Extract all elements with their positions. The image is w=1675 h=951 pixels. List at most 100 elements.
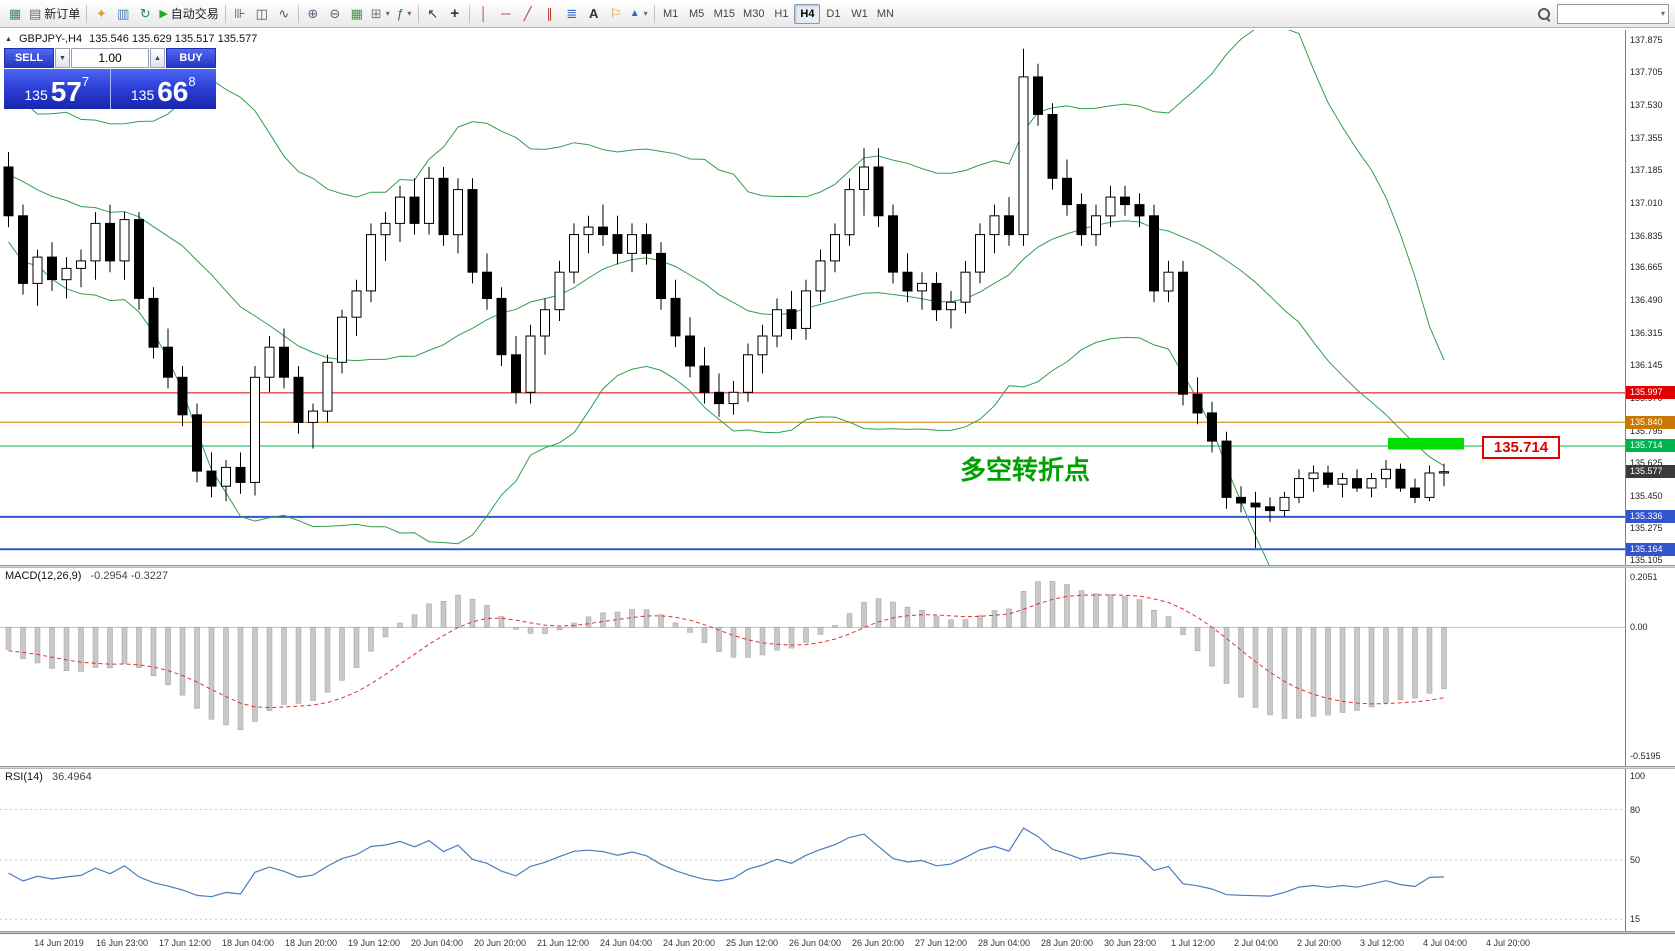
macd-bar xyxy=(34,627,41,664)
zoom-in-button[interactable]: ⊕ xyxy=(302,3,324,25)
autotrade-button[interactable]: ▶ 自动交易 xyxy=(156,3,221,25)
profiles-button[interactable]: ⊞ ▾ xyxy=(368,3,393,25)
macd-axis-label: 0.2051 xyxy=(1630,572,1658,582)
timeframe-m15[interactable]: M15 xyxy=(713,7,736,20)
market-button[interactable]: ▥ xyxy=(112,3,134,25)
macd-panel[interactable] xyxy=(0,568,1625,766)
main-chart-panel[interactable] xyxy=(0,24,1625,635)
candle-body xyxy=(1004,215,1014,236)
timeframe-m30[interactable]: M30 xyxy=(743,7,765,20)
price-axis-label: 135.275 xyxy=(1630,523,1663,533)
time-axis-label: 2 Jul 20:00 xyxy=(1296,938,1342,948)
candle-body xyxy=(1236,496,1246,504)
panel-resize-handle[interactable] xyxy=(0,766,1675,769)
timeframe-m5[interactable]: M5 xyxy=(689,7,705,20)
volume-down-button[interactable]: ▼ xyxy=(55,48,70,68)
candle-chart-button[interactable]: ◫ xyxy=(251,3,273,25)
candle-body xyxy=(32,256,43,284)
news-button[interactable]: ✦ xyxy=(90,3,112,25)
chart-annotation[interactable]: 多空转折点 xyxy=(960,456,1091,486)
tile-windows-button[interactable]: ▦ xyxy=(346,3,368,25)
buy-price-button[interactable]: 135 66 8 xyxy=(110,69,216,109)
panel-resize-handle[interactable] xyxy=(0,931,1675,933)
macd-bar xyxy=(382,627,389,638)
symbol-search-input[interactable] xyxy=(1556,3,1669,24)
price-axis-label: 135.795 xyxy=(1630,426,1663,436)
macd-bar xyxy=(904,606,911,628)
macd-bar xyxy=(1006,608,1012,628)
macd-bar xyxy=(1441,627,1447,689)
refresh-button[interactable]: ↻ xyxy=(134,3,156,25)
timeframe-w1[interactable]: W1 xyxy=(851,7,868,20)
timeframe-m1[interactable]: M1 xyxy=(663,7,679,20)
sell-button[interactable]: SELL xyxy=(4,48,54,68)
window-menu-button[interactable]: ▦ xyxy=(4,3,26,25)
bollinger-bands[interactable] xyxy=(8,24,1445,635)
horizontal-level-lines[interactable] xyxy=(0,392,1625,551)
macd-histogram xyxy=(5,581,1447,731)
indicators-button[interactable]: ƒ ▾ xyxy=(393,3,415,25)
rsi-canvas[interactable] xyxy=(0,769,1625,931)
candle-body xyxy=(90,222,101,262)
panel-resize-handle[interactable] xyxy=(0,565,1675,568)
bar-chart-button[interactable]: ⊪ xyxy=(229,3,251,25)
candle-body xyxy=(467,189,478,273)
rsi-line[interactable] xyxy=(8,827,1445,898)
candle-body xyxy=(931,282,942,311)
news-icon: ✦ xyxy=(95,5,107,21)
macd-bar xyxy=(745,627,751,658)
timeframe-mn[interactable]: MN xyxy=(876,7,894,20)
cursor-button[interactable]: ↖ xyxy=(422,3,444,25)
new-order-button[interactable]: ▤ 新订单 xyxy=(26,3,83,25)
macd-bar xyxy=(1049,581,1056,628)
fibonacci-button[interactable]: ≣ xyxy=(561,3,583,25)
tick-up-icon: ▲ xyxy=(5,35,12,43)
zoom-in-icon: ⊕ xyxy=(307,5,319,21)
macd-axis[interactable]: 0.2051 0.00 -0.5195 xyxy=(1625,568,1675,766)
volume-up-button[interactable]: ▲ xyxy=(150,48,165,68)
candle-body xyxy=(221,466,231,487)
buy-button[interactable]: BUY xyxy=(166,48,216,68)
vertical-line-button[interactable]: │ xyxy=(473,3,495,25)
macd-bar xyxy=(194,627,200,709)
shapes-button[interactable]: ▲ ▾ xyxy=(627,3,651,25)
timeframe-h1[interactable]: H1 xyxy=(774,7,789,20)
crosshair-button[interactable]: + xyxy=(444,3,466,25)
macd-signal-line[interactable] xyxy=(8,594,1445,709)
timeframe-d1[interactable]: D1 xyxy=(826,7,841,20)
macd-canvas[interactable] xyxy=(0,568,1625,766)
candle-body xyxy=(569,234,579,273)
candle-body xyxy=(424,177,434,224)
trendline-button[interactable]: ╱ xyxy=(517,3,539,25)
horizontal-line-button[interactable]: ─ xyxy=(495,3,517,25)
time-axis[interactable]: 14 Jun 2019 16 Jun 23:00 17 Jun 12:00 18 Ju… xyxy=(0,933,1675,951)
volume-input[interactable] xyxy=(71,48,149,68)
rsi-axis-label: 100 xyxy=(1630,771,1646,781)
line-chart-button[interactable]: ∿ xyxy=(273,3,295,25)
rsi-label: RSI(14) 36.4964 xyxy=(5,771,92,783)
time-axis-label: 30 Jun 23:00 xyxy=(1103,938,1157,948)
candle-body xyxy=(1424,472,1435,498)
price-callout[interactable]: 135.714 xyxy=(1482,436,1560,459)
macd-bar xyxy=(919,610,925,628)
channel-button[interactable]: ∥ xyxy=(539,3,561,25)
text-tool-button[interactable]: A xyxy=(583,3,605,25)
candle-body xyxy=(1381,468,1391,480)
macd-bar xyxy=(1209,627,1215,667)
price-axis[interactable]: 137.875 137.705 137.530 137.355 137.185 137.0… xyxy=(1625,30,1675,565)
price-level-badge: 135.336 xyxy=(1626,510,1675,523)
zoom-out-button[interactable]: ⊖ xyxy=(324,3,346,25)
label-tool-button[interactable]: ⚐ xyxy=(605,3,627,25)
highlight-box[interactable] xyxy=(1388,437,1464,450)
macd-bar xyxy=(368,627,374,652)
search-icon[interactable] xyxy=(1537,7,1551,21)
rsi-panel[interactable] xyxy=(0,769,1625,931)
time-axis-label: 4 Jul 20:00 xyxy=(1485,938,1531,948)
candle-body xyxy=(279,346,289,378)
rsi-axis[interactable]: 100 80 50 15 xyxy=(1625,769,1675,931)
timeframe-h4[interactable]: H4 xyxy=(794,3,821,24)
main-chart-canvas[interactable] xyxy=(0,24,1625,635)
sell-price-button[interactable]: 135 57 7 xyxy=(4,69,111,109)
macd-bar xyxy=(600,612,606,628)
candle-body xyxy=(1250,502,1261,508)
